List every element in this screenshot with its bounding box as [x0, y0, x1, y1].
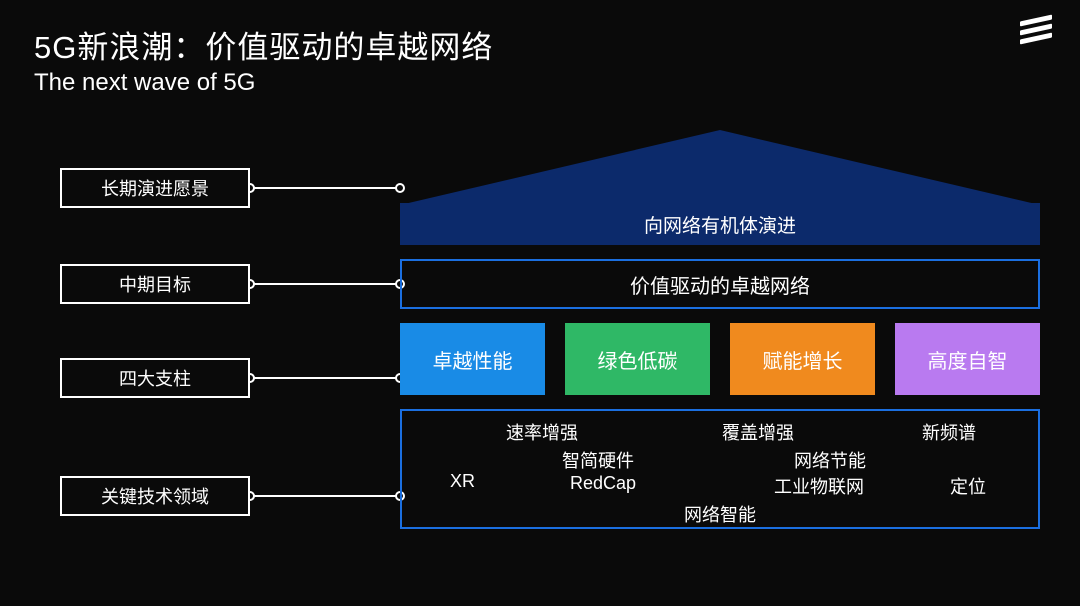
tech-item: 网络智能: [684, 501, 756, 527]
pillar-auto: 高度自智: [895, 323, 1040, 395]
label-text: 关键技术领域: [101, 483, 209, 509]
tech-item: 工业物联网: [774, 473, 864, 499]
pillar-text: 赋能增长: [763, 345, 843, 374]
pillar-text: 卓越性能: [433, 345, 513, 374]
label-pillars: 四大支柱: [60, 358, 250, 398]
tech-item: 新频谱: [922, 419, 976, 445]
tech-item: 速率增强: [506, 419, 578, 445]
tech-box: 速率增强 覆盖增强 新频谱 智简硬件 网络节能 XR RedCap 工业物联网 …: [400, 409, 1040, 529]
pillar-text: 高度自智: [928, 345, 1008, 374]
pillar-text: 绿色低碳: [598, 345, 678, 374]
roof-text: 向网络有机体演进: [644, 211, 796, 238]
roof-triangle: [400, 130, 1040, 205]
title-en: The next wave of 5G: [34, 69, 493, 97]
label-vision: 长期演进愿景: [60, 168, 250, 208]
label-text: 中期目标: [119, 271, 191, 297]
pillars-row: 卓越性能 绿色低碳 赋能增长 高度自智: [400, 323, 1040, 395]
roof-base: 向网络有机体演进: [400, 203, 1040, 245]
title-block: 5G新浪潮：价值驱动的卓越网络 The next wave of 5G: [34, 22, 493, 97]
house-diagram: 向网络有机体演进 价值驱动的卓越网络 卓越性能 绿色低碳 赋能增长 高度自智 速…: [400, 130, 1040, 529]
tech-item: XR: [450, 471, 475, 492]
title-cn: 5G新浪潮：价值驱动的卓越网络: [34, 22, 493, 67]
tech-item: 覆盖增强: [722, 419, 794, 445]
tech-item: 智简硬件: [562, 447, 634, 473]
label-text: 四大支柱: [119, 365, 191, 391]
mid-text: 价值驱动的卓越网络: [630, 270, 810, 299]
pillar-green: 绿色低碳: [565, 323, 710, 395]
mid-box: 价值驱动的卓越网络: [400, 259, 1040, 309]
label-tech: 关键技术领域: [60, 476, 250, 516]
ericsson-logo: [1020, 18, 1052, 50]
label-midterm: 中期目标: [60, 264, 250, 304]
tech-item: 定位: [950, 473, 986, 499]
pillar-growth: 赋能增长: [730, 323, 875, 395]
tech-item: RedCap: [570, 473, 636, 494]
tech-item: 网络节能: [794, 447, 866, 473]
pillar-perf: 卓越性能: [400, 323, 545, 395]
label-text: 长期演进愿景: [101, 175, 209, 201]
